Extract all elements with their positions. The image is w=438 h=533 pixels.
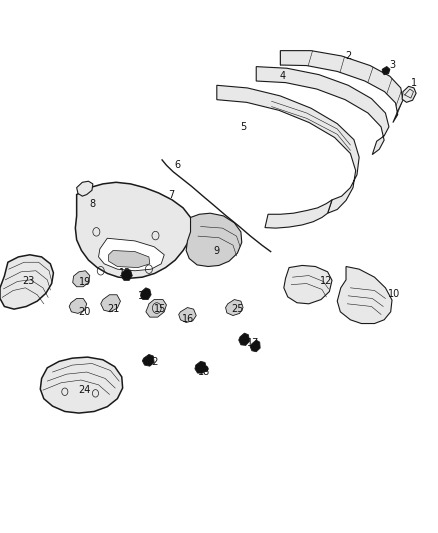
Text: 1: 1	[411, 78, 417, 87]
Polygon shape	[73, 271, 90, 287]
Polygon shape	[256, 67, 389, 155]
Text: 24: 24	[78, 385, 91, 395]
Text: 12: 12	[320, 277, 332, 286]
Polygon shape	[284, 265, 332, 304]
Polygon shape	[402, 86, 416, 102]
Polygon shape	[186, 213, 242, 266]
Polygon shape	[265, 200, 332, 228]
Polygon shape	[239, 333, 250, 345]
Text: 7: 7	[168, 190, 174, 199]
Text: 2: 2	[345, 51, 351, 61]
Polygon shape	[109, 251, 150, 268]
Text: 3: 3	[389, 60, 395, 70]
Text: 15: 15	[154, 304, 166, 314]
Polygon shape	[0, 255, 53, 309]
Polygon shape	[122, 269, 132, 280]
Polygon shape	[99, 238, 164, 271]
Polygon shape	[40, 357, 123, 413]
Polygon shape	[146, 300, 166, 317]
Text: 21: 21	[107, 304, 119, 314]
Text: 13: 13	[119, 269, 131, 278]
Polygon shape	[179, 308, 196, 322]
Text: 14: 14	[138, 291, 151, 301]
Polygon shape	[226, 300, 243, 316]
Polygon shape	[217, 85, 359, 213]
Polygon shape	[195, 361, 207, 373]
Text: 18: 18	[198, 367, 210, 377]
Polygon shape	[337, 266, 392, 324]
Polygon shape	[101, 295, 120, 312]
Text: 4: 4	[279, 71, 286, 80]
Text: 10: 10	[388, 289, 400, 299]
Text: 16: 16	[182, 314, 194, 324]
Text: 6: 6	[174, 160, 180, 170]
Polygon shape	[250, 340, 260, 352]
Circle shape	[203, 366, 208, 372]
Polygon shape	[280, 51, 403, 123]
Text: 17: 17	[247, 338, 259, 348]
Text: 20: 20	[78, 307, 91, 317]
Text: 8: 8	[89, 199, 95, 209]
Polygon shape	[382, 67, 390, 75]
Text: 19: 19	[79, 278, 92, 287]
Polygon shape	[75, 182, 193, 278]
Polygon shape	[142, 354, 154, 366]
Text: 23: 23	[23, 277, 35, 286]
Text: 22: 22	[146, 358, 159, 367]
Text: 5: 5	[240, 122, 246, 132]
Text: 25: 25	[232, 304, 244, 314]
Polygon shape	[141, 288, 151, 300]
Text: 9: 9	[214, 246, 220, 255]
Polygon shape	[69, 298, 87, 313]
Polygon shape	[77, 181, 93, 196]
